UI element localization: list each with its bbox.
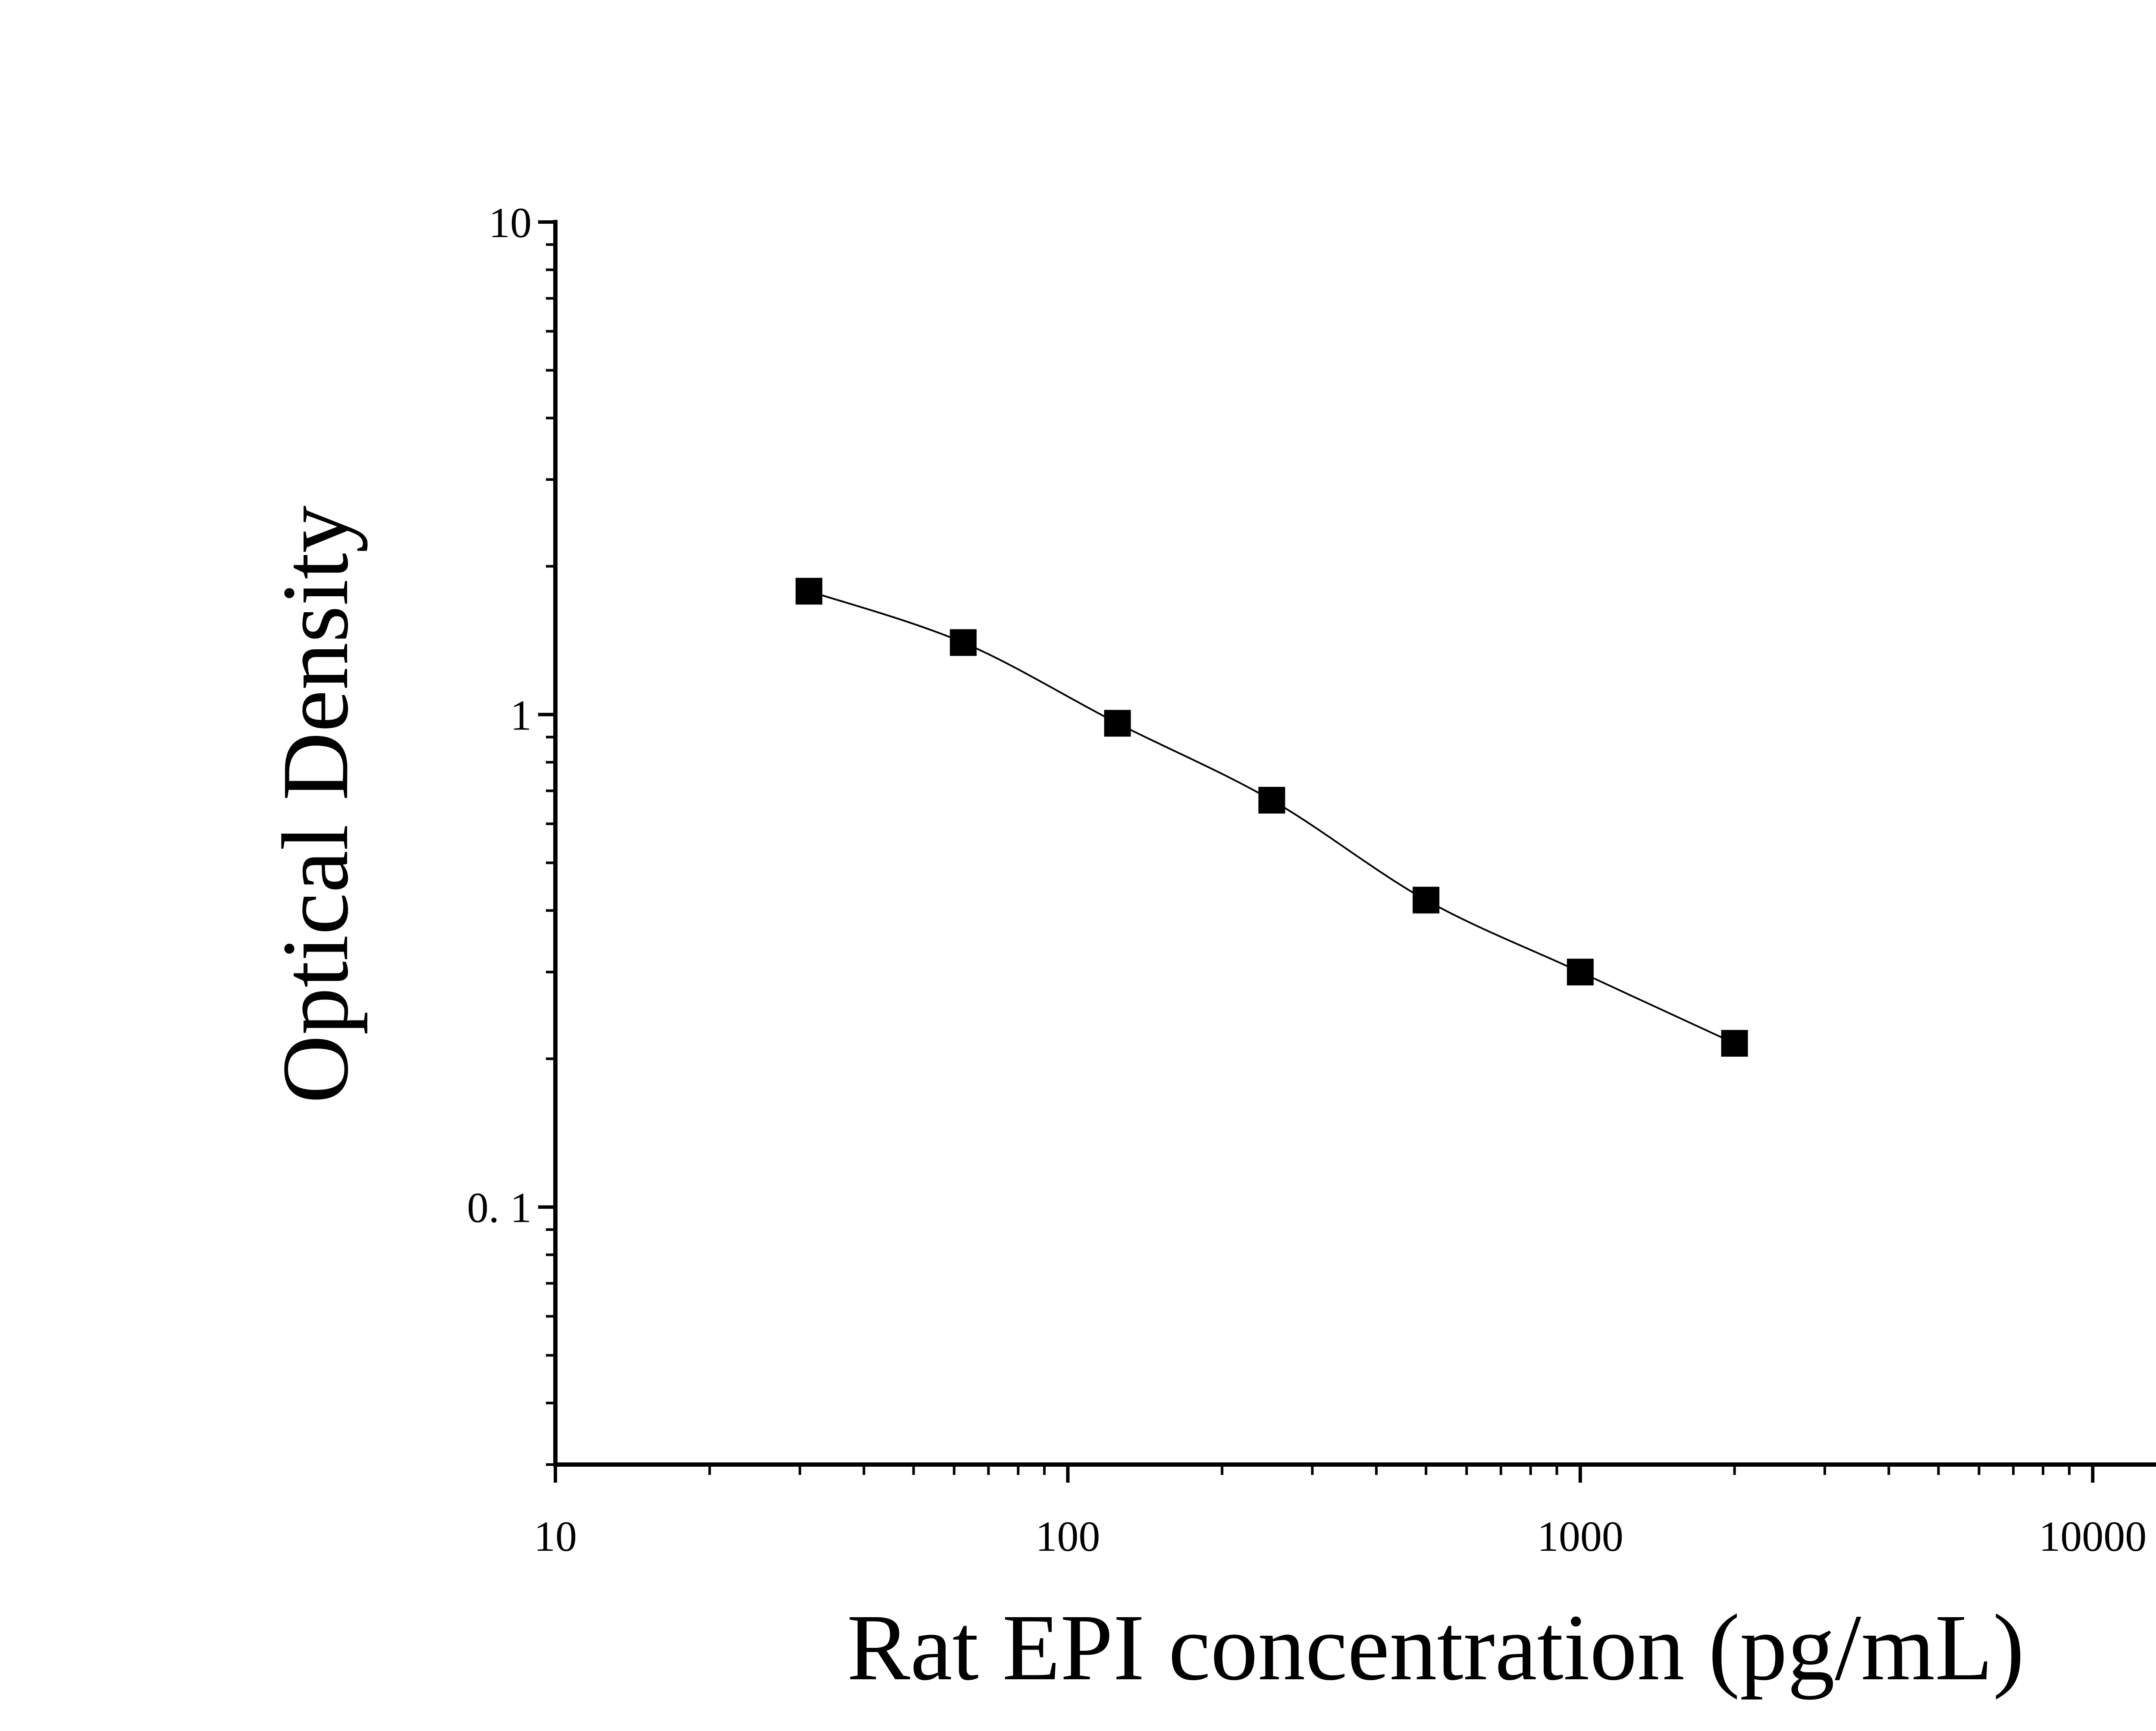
x-tick-label-100: 100 — [1035, 1512, 1100, 1560]
data-point-7 — [1721, 1030, 1748, 1057]
fit-curve — [808, 590, 1735, 1044]
x-tick-label-10000: 10000 — [2039, 1512, 2147, 1560]
y-tick-label-10: 10 — [489, 199, 532, 247]
data-point-6 — [1567, 958, 1594, 986]
data-point-2 — [950, 629, 977, 656]
data-point-4 — [1258, 787, 1285, 814]
x-axis-title: Rat EPI concentration (pg/mL) — [847, 1595, 2024, 1700]
data-point-5 — [1413, 886, 1440, 914]
y-axis-title: Optical Density — [263, 506, 368, 1104]
data-point-1 — [796, 578, 823, 605]
y-axis-major-ticks — [538, 220, 555, 1209]
data-points — [796, 578, 1748, 1057]
x-axis-major-ticks — [554, 1465, 2095, 1483]
y-tick-label-0-1: 0. 1 — [467, 1184, 532, 1232]
y-tick-label-1: 1 — [510, 691, 532, 739]
x-tick-label-10: 10 — [534, 1512, 577, 1560]
data-point-3 — [1104, 710, 1131, 737]
x-tick-label-1000: 1000 — [1537, 1512, 1623, 1560]
